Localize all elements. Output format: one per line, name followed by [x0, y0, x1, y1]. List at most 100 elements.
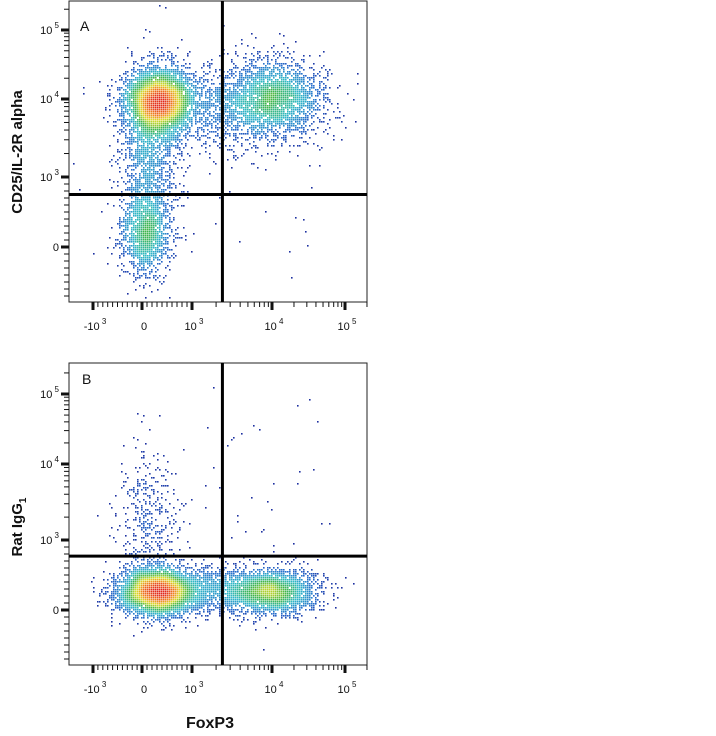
tick-base: 10 [338, 321, 350, 333]
event-density-bin [133, 207, 135, 209]
event-density-bin [195, 123, 197, 125]
event-density-bin [161, 243, 163, 245]
event-density-bin [251, 107, 253, 109]
event-density-bin [149, 71, 151, 73]
event-density-bin [113, 121, 115, 123]
event-density-bin [157, 137, 159, 139]
event-density-bin [169, 175, 171, 177]
event-density-bin [309, 93, 311, 95]
event-density-bin [241, 81, 243, 83]
event-density-bin [149, 95, 151, 97]
event-density-bin [155, 201, 157, 203]
event-density-bin [133, 155, 135, 157]
event-density-bin [151, 145, 153, 147]
event-density-bin [255, 107, 257, 109]
event-density-bin [145, 103, 147, 105]
event-density-bin [129, 143, 131, 145]
event-density-bin [153, 211, 155, 213]
event-density-bin [153, 227, 155, 229]
event-density-bin [135, 245, 137, 247]
event-density-bin [193, 109, 195, 111]
event-density-bin [281, 73, 283, 75]
event-density-bin [123, 127, 125, 129]
event-density-bin [197, 105, 199, 107]
event-density-bin [159, 173, 161, 175]
event-density-bin [135, 77, 137, 79]
event-density-bin [289, 87, 291, 89]
event-density-bin [263, 87, 265, 89]
event-density-bin [139, 225, 141, 227]
event-density-bin [291, 105, 293, 107]
event-density-bin [151, 251, 153, 253]
event-density-bin [179, 91, 181, 93]
event-density-bin [251, 111, 253, 113]
event-density-bin [161, 85, 163, 87]
event-density-bin [249, 109, 251, 111]
event-density-bin [213, 117, 215, 119]
event-density-bin [151, 107, 153, 109]
event-density-bin [149, 201, 151, 203]
event-density-bin [329, 101, 331, 103]
event-density-bin [153, 127, 155, 129]
event-density-bin [153, 57, 155, 59]
event-density-bin [127, 253, 129, 255]
event-density-bin [253, 145, 255, 147]
event-density-bin [135, 163, 137, 165]
event-density-bin [155, 135, 157, 137]
event-density-bin [263, 113, 265, 115]
event-density-bin [179, 95, 181, 97]
event-density-bin [343, 115, 345, 117]
event-density-bin [263, 121, 265, 123]
event-density-bin [161, 77, 163, 79]
event-density-bin [173, 103, 175, 105]
event-density-bin [321, 523, 323, 525]
event-density-bin [125, 79, 127, 81]
event-density-bin [145, 237, 147, 239]
event-density-bin [327, 71, 329, 73]
event-density-bin [139, 261, 141, 263]
event-density-bin [129, 97, 131, 99]
event-density-bin [231, 117, 233, 119]
event-density-bin [131, 95, 133, 97]
event-density-bin [123, 567, 125, 569]
event-density-bin [139, 181, 141, 183]
event-density-bin [157, 233, 159, 235]
event-density-bin [269, 103, 271, 105]
event-density-bin [149, 237, 151, 239]
event-density-bin [189, 73, 191, 75]
event-density-bin [125, 121, 127, 123]
event-density-bin [153, 245, 155, 247]
event-density-bin [271, 107, 273, 109]
event-density-bin [257, 71, 259, 73]
event-density-bin [271, 115, 273, 117]
event-density-bin [163, 71, 165, 73]
event-density-bin [169, 113, 171, 115]
event-density-bin [127, 217, 129, 219]
event-density-bin [289, 79, 291, 81]
event-density-bin [161, 73, 163, 75]
event-density-bin [251, 63, 253, 65]
event-density-bin [157, 99, 159, 101]
event-density-bin [177, 73, 179, 75]
event-density-bin [159, 127, 161, 129]
event-density-bin [281, 67, 283, 69]
event-density-bin [127, 87, 129, 89]
event-density-bin [125, 245, 127, 247]
event-density-bin [119, 171, 121, 173]
event-density-bin [145, 493, 147, 495]
tick-base: 10 [265, 321, 277, 333]
event-density-bin [119, 119, 121, 121]
event-density-bin [167, 77, 169, 79]
event-density-bin [157, 71, 159, 73]
event-density-bin [121, 87, 123, 89]
event-density-bin [295, 77, 297, 79]
event-density-bin [305, 231, 307, 233]
event-density-bin [135, 179, 137, 181]
event-density-bin [255, 65, 257, 67]
event-density-bin [303, 117, 305, 119]
event-density-bin [317, 127, 319, 129]
event-density-bin [149, 121, 151, 123]
event-density-bin [131, 185, 133, 187]
event-density-bin [153, 95, 155, 97]
event-density-bin [161, 245, 163, 247]
